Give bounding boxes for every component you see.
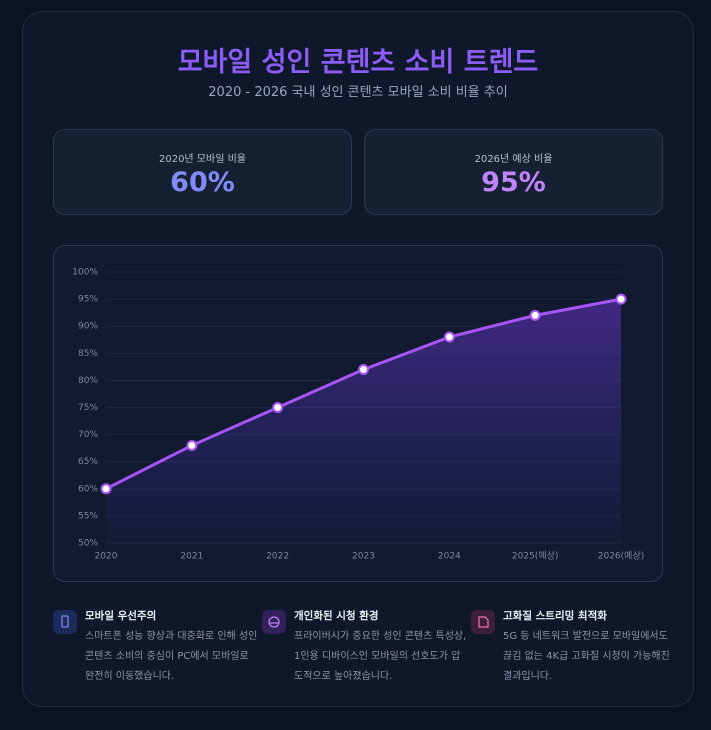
chart-box: 50% 55% 60% 65% 70% 75% 80% 85% 90% 95% 100% 2020 20… — [53, 245, 663, 582]
stat-card: 2020년 모바일 비율 60% — [53, 129, 352, 215]
point — [529, 309, 541, 321]
feature-icon — [262, 610, 286, 634]
x-tick-label: 2021 — [180, 552, 203, 562]
chart: 50% 55% 60% 65% 70% 75% 80% 85% 90% 95% 100% 2020 20… — [72, 268, 645, 562]
card: 모바일 성인 콘텐츠 소비 트렌드 2020 - 2026 국내 성인 콘텐츠 … — [22, 11, 694, 707]
x-tick-label: 2024 — [438, 552, 461, 562]
point — [358, 364, 369, 376]
stat-value: 95% — [481, 167, 546, 198]
feature-text: 5G 등 네트워크 발전으로 모바일에서도 끊김 없는 4K급 고화질 시청이 … — [503, 631, 670, 682]
area — [106, 299, 621, 543]
y-tick-label: 75% — [78, 403, 98, 413]
point — [272, 402, 284, 413]
feature-title: 개인화된 시청 환경 — [294, 610, 379, 622]
y-tick-label: 60% — [78, 484, 98, 494]
stat-card: 2026년 예상 비율 95% — [364, 129, 663, 215]
feature-title: 모바일 우선주의 — [85, 610, 157, 622]
point — [443, 331, 455, 343]
y-tick-label: 55% — [78, 511, 98, 521]
point — [186, 439, 198, 451]
stat-label: 2026년 예상 비율 — [474, 154, 553, 165]
y-tick-label: 80% — [78, 376, 98, 386]
x-tick-label: 2023 — [352, 552, 375, 562]
stat-label: 2020년 모바일 비율 — [158, 154, 246, 165]
y-tick-label: 90% — [78, 322, 98, 332]
y-tick-label: 85% — [78, 349, 98, 359]
y-tick-label: 50% — [78, 539, 98, 549]
x-tick-label: 2025(예상) — [512, 551, 559, 562]
feature-title: 고화질 스트리밍 최적화 — [503, 610, 607, 622]
y-tick-label: 95% — [78, 295, 98, 305]
point — [100, 483, 112, 495]
feature-icon — [471, 610, 495, 634]
feature-icon — [53, 610, 77, 634]
stat-value: 60% — [170, 167, 235, 198]
y-tick-label: 65% — [78, 457, 98, 467]
subtitle: 2020 - 2026 국내 성인 콘텐츠 모바일 소비 비율 추이 — [208, 85, 508, 100]
x-tick-label: 2026(예상) — [598, 551, 645, 562]
y-tick-label: 100% — [72, 268, 98, 278]
feature-text: 스마트폰 성능 향상과 대중화로 인해 성인 콘텐츠 소비의 중심이 PC에서 … — [85, 631, 258, 682]
point — [615, 293, 627, 305]
feature-text: 프라이버시가 중요한 성인 콘텐츠 특성상, 1인용 디바이스인 모바일의 선호… — [294, 631, 467, 682]
x-tick-label: 2020 — [95, 552, 118, 562]
y-tick-label: 70% — [78, 430, 98, 440]
x-tick-label: 2022 — [266, 552, 289, 562]
title: 모바일 성인 콘텐츠 소비 트렌드 — [177, 47, 539, 78]
